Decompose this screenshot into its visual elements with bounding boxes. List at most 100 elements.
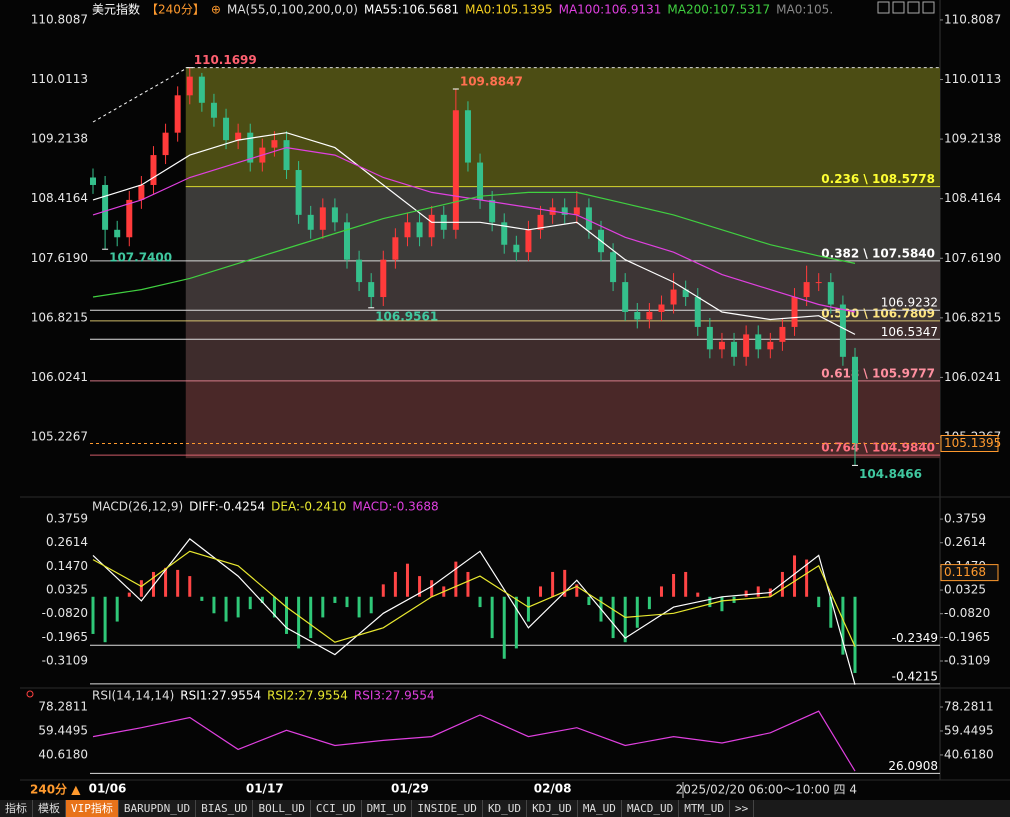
candle-body <box>718 341 725 350</box>
y-tick-label: 109.2138 <box>31 132 88 146</box>
tab[interactable]: MA_UD <box>578 800 622 817</box>
candle-body <box>283 140 290 171</box>
legend-item: 【240分】 <box>146 3 205 17</box>
macd-bar <box>635 596 639 628</box>
reference-label: -0.2349 <box>892 631 938 645</box>
candle-body <box>743 334 750 357</box>
legend-item: ⊕ <box>211 3 221 17</box>
macd-bar <box>285 596 289 634</box>
macd-bar <box>248 596 252 610</box>
y-tick-label-right: 78.2811 <box>944 699 994 713</box>
macd-bar <box>224 596 228 622</box>
macd-bar <box>575 584 579 597</box>
candle-body <box>682 289 689 298</box>
x-tick-label: 01/17 <box>246 782 284 796</box>
macd-bar <box>369 596 373 614</box>
y-tick-label-right: 0.2614 <box>944 535 986 549</box>
tab[interactable]: >> <box>730 800 755 817</box>
icon[interactable] <box>877 1 890 14</box>
tab[interactable]: BARUPDN_UD <box>119 800 197 817</box>
y-tick-label-right: 106.0241 <box>944 370 1001 384</box>
candle-body <box>174 95 181 133</box>
indicator-icon[interactable] <box>26 690 34 698</box>
y-tick-label: 59.4495 <box>38 723 88 737</box>
x-tick-label: 01/06 <box>89 782 127 796</box>
macd-bar <box>176 569 180 597</box>
candle-body <box>235 132 242 141</box>
icon[interactable] <box>922 1 935 14</box>
macd-bar <box>587 596 591 606</box>
macd-bar <box>853 596 857 673</box>
fib-level-label: 0.618 \ 105.9777 <box>821 366 935 380</box>
macd-bar <box>418 576 422 597</box>
candle-body <box>610 252 617 283</box>
tab[interactable]: BIAS_UD <box>196 800 254 817</box>
macd-bar <box>272 596 276 618</box>
fib-level-label: 0.236 \ 108.5778 <box>821 172 935 186</box>
macd-bar <box>539 586 543 597</box>
period-indicator[interactable]: 240分 ▲ <box>30 782 81 797</box>
tab[interactable]: DMI_UD <box>362 800 413 817</box>
legend-item: MA55:106.5681 <box>364 3 459 17</box>
macd-bar <box>91 596 95 634</box>
legend-item: MACD(26,12,9) <box>92 500 183 514</box>
macd-bar <box>805 559 809 597</box>
series-line <box>92 550 856 647</box>
y-tick-label-right: 0.3759 <box>944 512 986 526</box>
tab[interactable]: MACD_UD <box>622 800 680 817</box>
tab[interactable]: KDJ_UD <box>527 800 578 817</box>
fib-band <box>185 320 940 381</box>
candle-body <box>525 229 532 253</box>
macd-bar <box>260 596 264 603</box>
y-tick-label-right: 108.4164 <box>944 191 1001 205</box>
candle-body <box>501 222 508 245</box>
macd-bar <box>829 596 833 628</box>
candle-body <box>114 229 121 238</box>
tab[interactable]: KD_UD <box>483 800 528 817</box>
macd-bar <box>659 586 663 597</box>
tab[interactable]: 指标 <box>0 800 33 817</box>
macd-bar <box>115 596 119 622</box>
candle-body <box>102 184 109 230</box>
tab[interactable]: CCI_UD <box>311 800 362 817</box>
tab[interactable]: MTM_UD <box>679 800 731 817</box>
macd-bar <box>200 596 204 601</box>
x-tick-label: 01/29 <box>391 782 429 796</box>
annotation-label: 110.1699 <box>194 53 257 67</box>
candle-body <box>477 162 484 200</box>
annotation-label: 107.7400 <box>109 251 172 265</box>
candle-body <box>585 207 592 230</box>
icon[interactable] <box>892 1 905 14</box>
y-tick-label-right: 59.4495 <box>944 723 994 737</box>
macd-bar <box>672 574 676 597</box>
tab[interactable]: 模板 <box>33 800 66 817</box>
candle-body <box>210 102 217 118</box>
icon[interactable] <box>907 1 920 14</box>
macd-bar <box>381 584 385 597</box>
macd-bar <box>297 596 301 649</box>
candle-body <box>779 326 786 342</box>
tab[interactable]: INSIDE_UD <box>412 800 483 817</box>
candle-body <box>464 110 471 163</box>
candle-body <box>767 341 774 350</box>
tab[interactable]: BOLL_UD <box>253 800 311 817</box>
candle-body <box>573 207 580 215</box>
candle-body <box>295 170 302 215</box>
candle-body <box>537 214 544 230</box>
y-tick-label: 106.0241 <box>31 370 88 384</box>
macd-bar <box>188 576 192 597</box>
y-tick-label-right: 106.8215 <box>944 310 1001 324</box>
macd-bar <box>139 580 143 597</box>
candle-body <box>755 334 762 350</box>
y-tick-label-right: 0.0325 <box>944 583 986 597</box>
legend-item: MA0:105.1395 <box>465 3 553 17</box>
macd-bar <box>744 590 748 597</box>
macd-bar <box>817 596 821 608</box>
candle-body <box>513 244 520 253</box>
legend-item: MA0:105. <box>776 3 833 17</box>
candle-body <box>223 117 230 141</box>
tab[interactable]: VIP指标 <box>66 800 119 817</box>
y-tick-label: 108.4164 <box>31 191 88 205</box>
legend-item: RSI1:27.9554 <box>180 689 261 703</box>
series-line <box>92 132 856 335</box>
